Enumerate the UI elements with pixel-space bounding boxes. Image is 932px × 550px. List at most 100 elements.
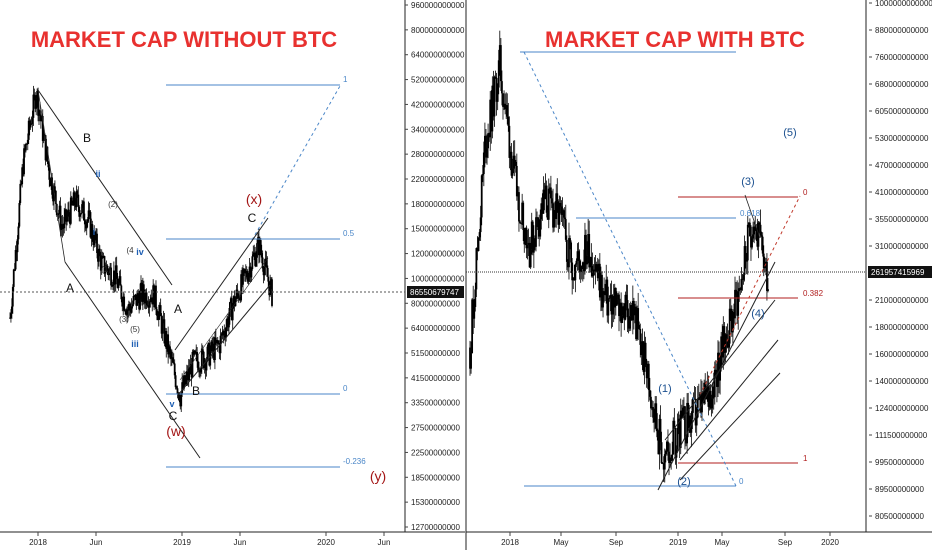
candle-body bbox=[512, 155, 515, 169]
y-axis-left-tick-label: 220000000000 bbox=[411, 175, 465, 184]
candle-body bbox=[145, 292, 148, 306]
candle-body bbox=[31, 117, 34, 124]
candle-body bbox=[628, 316, 631, 329]
x-axis-right: 2018 May Sep 2019 May Sep 2020 bbox=[501, 532, 839, 547]
candle-body bbox=[578, 260, 581, 272]
candle-body bbox=[722, 326, 725, 358]
candle-body bbox=[527, 242, 530, 245]
candle-body bbox=[270, 279, 272, 281]
candle-body bbox=[95, 233, 97, 241]
wave-label: (4 bbox=[126, 246, 134, 255]
candle-body bbox=[540, 203, 543, 220]
candle-body bbox=[58, 205, 61, 214]
x-axis-right-tick-label: Sep bbox=[609, 538, 624, 547]
candle-body bbox=[240, 274, 243, 301]
candle-body bbox=[636, 308, 638, 340]
candle-body bbox=[73, 192, 76, 206]
candle-body bbox=[139, 290, 141, 310]
candle-body bbox=[481, 174, 484, 176]
candle-body bbox=[250, 268, 253, 278]
candle-body bbox=[266, 265, 269, 277]
candle-body bbox=[156, 309, 158, 316]
candle-body bbox=[710, 398, 713, 409]
candle-body bbox=[11, 286, 14, 307]
candle-body bbox=[525, 227, 528, 249]
candle-body bbox=[740, 278, 743, 291]
candle-body bbox=[493, 76, 496, 117]
candle-body bbox=[40, 115, 43, 122]
candle-body bbox=[60, 224, 63, 230]
y-axis-left-tick-label: 18500000000 bbox=[411, 473, 460, 482]
candle-body bbox=[271, 279, 273, 306]
candle-body bbox=[542, 189, 545, 214]
candle-body bbox=[256, 243, 258, 258]
candle-body bbox=[214, 337, 216, 361]
candle-body bbox=[69, 197, 72, 224]
candle-body bbox=[218, 343, 221, 354]
candle-body bbox=[721, 336, 724, 358]
candle-body bbox=[758, 222, 761, 225]
candle-body bbox=[185, 377, 187, 385]
candle-body bbox=[230, 298, 233, 321]
candle-body bbox=[216, 340, 219, 344]
candle-body bbox=[117, 282, 120, 288]
candle-body bbox=[188, 367, 191, 375]
candle-body bbox=[629, 305, 632, 317]
candle-body bbox=[556, 193, 559, 202]
candle-body bbox=[520, 223, 522, 224]
candle-body bbox=[565, 239, 568, 262]
candle-body bbox=[155, 285, 157, 310]
candle-body bbox=[545, 185, 548, 213]
candle-body bbox=[36, 90, 39, 99]
candle-body bbox=[51, 177, 54, 195]
candle-body bbox=[596, 272, 599, 279]
candle-body bbox=[54, 190, 57, 205]
candle-body bbox=[651, 407, 653, 409]
candle-body bbox=[121, 299, 124, 307]
candle-body bbox=[98, 248, 101, 256]
candle-body bbox=[258, 240, 261, 256]
candle-body bbox=[170, 357, 173, 359]
candle-body bbox=[601, 274, 603, 308]
uptrend-channel-upper bbox=[174, 217, 269, 351]
y-axis-left-tick-label: 100000000000 bbox=[411, 274, 465, 283]
candle-body bbox=[728, 308, 731, 344]
candle-body bbox=[67, 209, 69, 217]
candle-body bbox=[664, 450, 667, 455]
candle-body bbox=[551, 198, 553, 204]
candle-body bbox=[506, 105, 509, 117]
candle-body bbox=[549, 187, 552, 199]
candle-body bbox=[194, 350, 197, 354]
wave-label: (4) bbox=[751, 308, 764, 320]
candle-body bbox=[735, 289, 737, 295]
candle-body bbox=[759, 224, 762, 236]
candle-body bbox=[170, 351, 172, 359]
price-tag-right bbox=[868, 266, 932, 278]
candle-body bbox=[644, 342, 647, 366]
candle-body bbox=[712, 386, 715, 398]
price-tag-left bbox=[407, 286, 464, 298]
y-axis-right-tick-label: 355000000000 bbox=[875, 215, 929, 224]
candle-body bbox=[563, 217, 566, 220]
candle-body bbox=[83, 220, 86, 225]
candle-body bbox=[624, 294, 627, 320]
candle-body bbox=[193, 350, 196, 355]
candle-body bbox=[693, 398, 696, 400]
candle-body bbox=[114, 265, 117, 285]
candle-body bbox=[515, 165, 518, 197]
candle-body bbox=[115, 265, 118, 279]
y-axis-right-tick-label: 99500000000 bbox=[875, 458, 924, 467]
candle-body bbox=[131, 304, 134, 307]
candle-body bbox=[103, 256, 106, 274]
candle-body bbox=[93, 231, 96, 246]
candle-body bbox=[64, 209, 67, 217]
candle-body bbox=[595, 264, 598, 273]
candle-body bbox=[215, 340, 218, 344]
wave-label: (3) bbox=[119, 315, 129, 324]
candle-body bbox=[750, 236, 752, 248]
candle-body bbox=[146, 305, 149, 307]
candle-body bbox=[498, 45, 501, 61]
candle-body bbox=[178, 392, 181, 401]
x-axis-right-tick-label: May bbox=[553, 538, 568, 547]
